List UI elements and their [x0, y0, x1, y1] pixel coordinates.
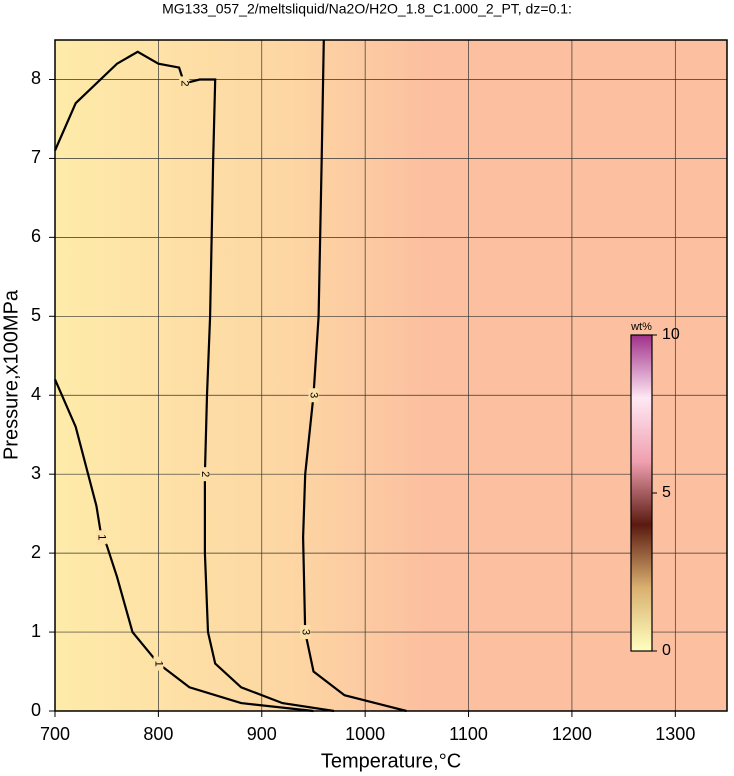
contour-line: [53, 378, 314, 713]
y-tick-label: 6: [31, 226, 41, 246]
contour-label-bg: [96, 530, 107, 545]
chart-title: MG133_057_2/meltsliquid/Na2O/H2O_1.8_C1.…: [162, 1, 572, 17]
contour-label: 3: [308, 392, 320, 398]
contour-label-bg: [199, 467, 210, 482]
contour-label-bg: [179, 76, 190, 91]
y-tick-label: 1: [31, 621, 41, 641]
contour-label: 2: [199, 471, 211, 477]
y-tick-label: 7: [31, 147, 41, 167]
y-tick-label: 2: [31, 542, 41, 562]
colorbar-tick-label: 5: [662, 484, 671, 501]
x-tick-label: 700: [40, 724, 70, 744]
y-tick-label: 8: [31, 68, 41, 88]
x-tick-label: 1000: [345, 724, 385, 744]
y-tick-label: 4: [31, 384, 41, 404]
x-tick-label: 800: [143, 724, 173, 744]
contour-label-bg: [308, 388, 319, 403]
x-tick-label: 900: [247, 724, 277, 744]
contour-label-bg: [153, 656, 164, 671]
x-tick-label: 1300: [655, 724, 695, 744]
colorbar-tick-label: 0: [662, 642, 671, 659]
contour-label: 1: [96, 534, 108, 540]
colorbar-tick-label: 10: [662, 326, 680, 343]
contour-line: [53, 50, 335, 713]
y-tick-label: 3: [31, 463, 41, 483]
plot-frame: [54, 39, 728, 712]
y-tick-label: 5: [31, 305, 41, 325]
contour-label: 1: [152, 661, 164, 667]
y-tick-label: 0: [31, 700, 41, 720]
colorbar-label: wt%: [630, 321, 652, 333]
x-axis-label: Temperature,°C: [321, 750, 461, 772]
contour-label: 3: [299, 629, 311, 635]
colorbar: [630, 334, 653, 652]
y-axis-label: Pressure,x100MPa: [0, 289, 22, 460]
contour-label: 2: [178, 80, 190, 86]
x-tick-label: 1200: [552, 724, 592, 744]
x-tick-label: 1100: [449, 724, 488, 744]
contour-label-bg: [300, 625, 311, 640]
contour-line: [301, 39, 407, 713]
plot-background: [55, 40, 727, 711]
